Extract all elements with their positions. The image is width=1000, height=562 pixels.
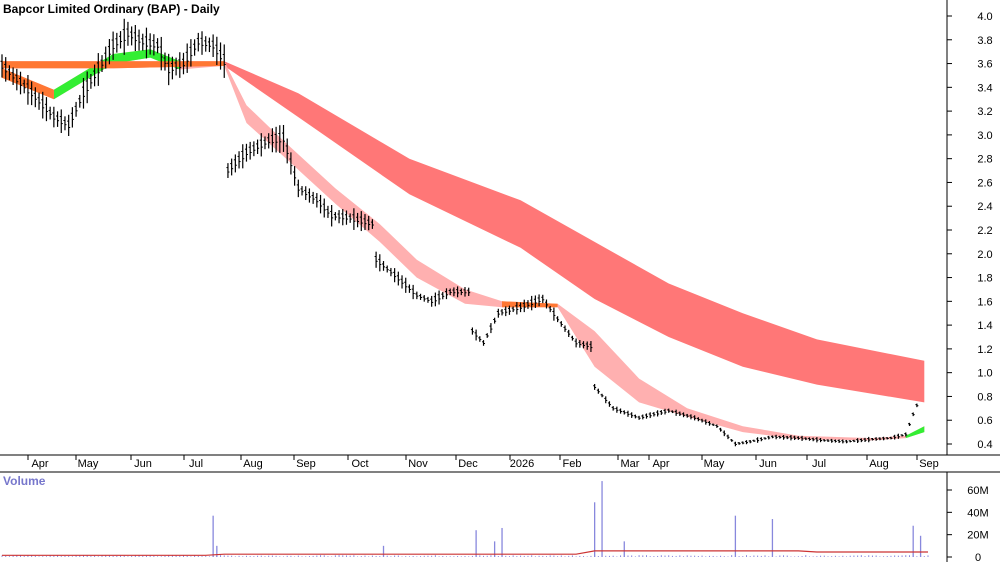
y-tick-label: 2.2 bbox=[977, 225, 992, 237]
y-tick-label: 1.2 bbox=[977, 344, 992, 356]
volume-tick-label: 60M bbox=[967, 485, 988, 497]
month-label: Aug bbox=[243, 458, 263, 470]
y-tick-label: 0.4 bbox=[977, 439, 992, 451]
month-label: Sep bbox=[919, 458, 939, 470]
y-tick-label: 4.0 bbox=[977, 11, 992, 23]
month-label: May bbox=[704, 458, 725, 470]
y-tick-label: 3.6 bbox=[977, 59, 992, 71]
y-tick-label: 2.8 bbox=[977, 154, 992, 166]
short-band-bull-segment-2 bbox=[905, 426, 925, 439]
month-label: Sep bbox=[296, 458, 316, 470]
month-label: Jul bbox=[189, 458, 203, 470]
y-tick-label: 2.0 bbox=[977, 249, 992, 261]
chart-title: Bapcor Limited Ordinary (BAP) - Daily bbox=[3, 2, 220, 16]
month-label: Mar bbox=[621, 458, 640, 470]
volume-panel bbox=[1, 481, 929, 557]
month-label: Nov bbox=[408, 458, 428, 470]
y-tick-label: 1.0 bbox=[977, 368, 992, 380]
long-term-band bbox=[2, 61, 925, 403]
volume-average-line bbox=[1, 550, 928, 556]
month-label: Jul bbox=[812, 458, 826, 470]
month-label: Jun bbox=[759, 458, 777, 470]
month-label: Feb bbox=[563, 458, 582, 470]
y-tick-label: 1.6 bbox=[977, 296, 992, 308]
month-label: Aug bbox=[869, 458, 889, 470]
month-label: May bbox=[78, 458, 99, 470]
y-tick-label: 3.4 bbox=[977, 82, 992, 94]
month-label: Dec bbox=[458, 458, 478, 470]
y-tick-label: 2.4 bbox=[977, 201, 992, 213]
month-label: 2026 bbox=[510, 458, 534, 470]
month-labels: Apr May Jun Jul Aug Sep Oct Nov Dec 2026 Feb Mar Apr… bbox=[27, 455, 939, 470]
y-tick-label: 0.6 bbox=[977, 415, 992, 427]
price-series bbox=[0, 18, 919, 447]
month-label: Oct bbox=[351, 458, 368, 470]
volume-tick-label: 0 bbox=[975, 552, 981, 562]
month-label: Apr bbox=[652, 458, 669, 470]
y-tick-label: 3.2 bbox=[977, 106, 992, 118]
y-tick-label: 0.8 bbox=[977, 391, 992, 403]
price-y-ticks: 4.0 3.8 3.6 3.4 3.2 3.0 2.8 2.6 2.4 2.2 2.0 1.8 1.6 1… bbox=[947, 11, 993, 451]
y-tick-label: 3.8 bbox=[977, 35, 992, 47]
short-band-bull-segment bbox=[53, 49, 180, 100]
y-tick-label: 3.0 bbox=[977, 130, 992, 142]
volume-tick-label: 40M bbox=[967, 507, 988, 519]
month-label: Jun bbox=[134, 458, 152, 470]
volume-title: Volume bbox=[3, 474, 46, 488]
month-label: Apr bbox=[31, 458, 48, 470]
y-tick-label: 2.6 bbox=[977, 177, 992, 189]
volume-tick-label: 20M bbox=[967, 530, 988, 542]
volume-y-ticks: 60M 40M 20M 0 bbox=[947, 485, 989, 562]
y-tick-label: 1.4 bbox=[977, 320, 992, 332]
y-tick-label: 1.8 bbox=[977, 273, 992, 285]
